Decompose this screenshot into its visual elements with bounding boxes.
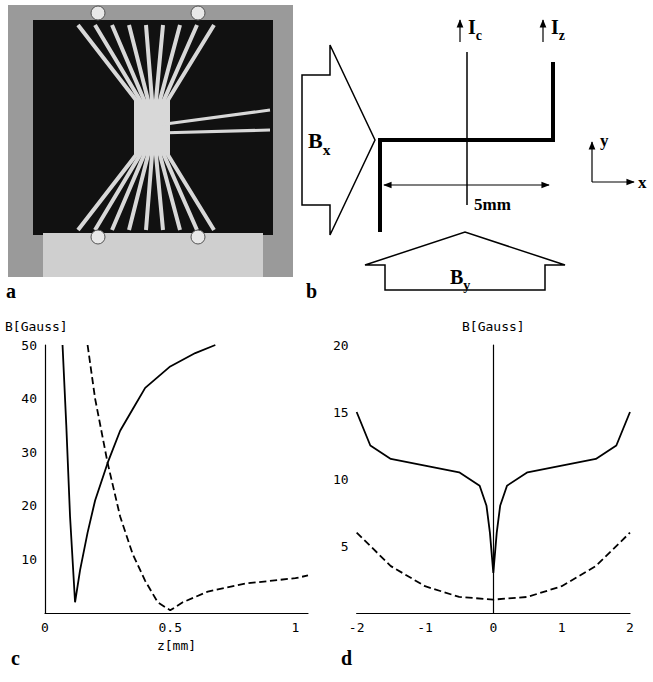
svg-text:30: 30: [21, 445, 37, 460]
svg-text:c: c: [11, 647, 20, 669]
svg-text:0: 0: [41, 620, 49, 635]
svg-text:50: 50: [21, 338, 37, 353]
svg-text:40: 40: [21, 391, 37, 406]
svg-text:x: x: [638, 173, 647, 192]
svg-text:-2: -2: [349, 620, 365, 635]
svg-text:B[Gauss]: B[Gauss]: [462, 319, 525, 334]
svg-text:B[Gauss]: B[Gauss]: [5, 319, 68, 334]
svg-text:z[mm]: z[mm]: [157, 638, 196, 653]
svg-text:10: 10: [333, 472, 349, 487]
svg-text:d: d: [341, 647, 352, 669]
svg-text:y: y: [600, 131, 609, 150]
svg-text:Iz: Iz: [551, 16, 565, 43]
svg-text:Bx: Bx: [308, 128, 331, 158]
svg-text:5mm: 5mm: [474, 195, 511, 214]
svg-text:0.5: 0.5: [158, 620, 181, 635]
svg-text:10: 10: [21, 552, 37, 567]
svg-text:-1: -1: [417, 620, 433, 635]
svg-text:20: 20: [333, 338, 349, 353]
svg-text:0: 0: [489, 620, 497, 635]
svg-text:1: 1: [292, 620, 300, 635]
svg-text:Ic: Ic: [468, 16, 482, 43]
html-text:a: a: [6, 280, 16, 302]
svg-text:15: 15: [333, 405, 349, 420]
svg-text:2: 2: [626, 620, 634, 635]
svg-text:1: 1: [558, 620, 566, 635]
svg-text:By: By: [450, 266, 470, 293]
html-text:b: b: [306, 280, 318, 302]
svg-text:20: 20: [21, 498, 37, 513]
svg-text:5: 5: [341, 539, 349, 554]
